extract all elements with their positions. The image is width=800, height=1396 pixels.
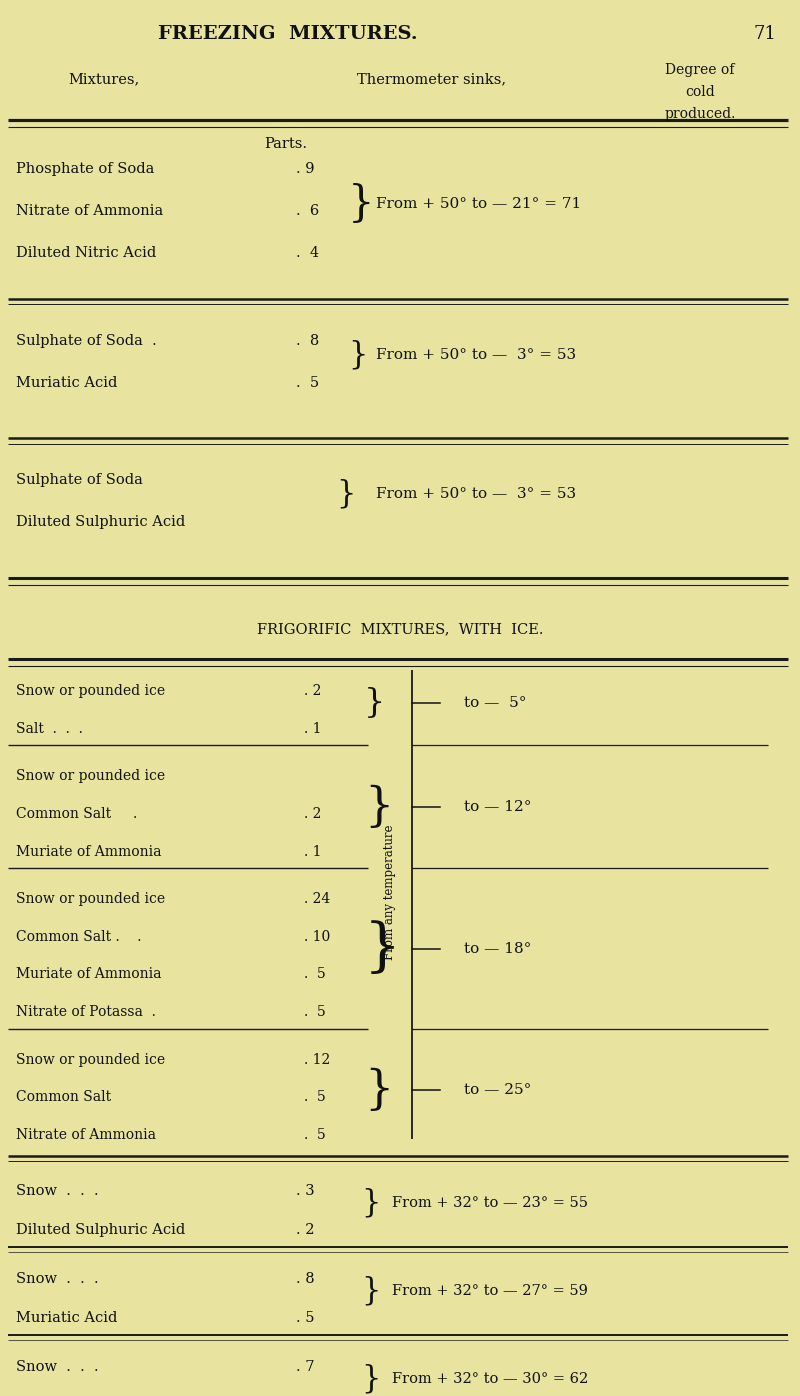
Text: Nitrate of Ammonia: Nitrate of Ammonia [16, 204, 163, 218]
Text: }: } [362, 1364, 381, 1395]
Text: }: } [364, 1068, 394, 1113]
Text: . 8: . 8 [296, 1272, 314, 1286]
Text: to — 18°: to — 18° [464, 941, 531, 956]
Text: Parts.: Parts. [264, 137, 307, 151]
Text: . 2: . 2 [304, 807, 322, 821]
Text: to — 12°: to — 12° [464, 800, 531, 814]
Text: Sulphate of Soda: Sulphate of Soda [16, 473, 143, 487]
Text: .  6: . 6 [296, 204, 319, 218]
Text: .  8: . 8 [296, 334, 319, 348]
Text: . 1: . 1 [304, 722, 322, 736]
Text: Muriate of Ammonia: Muriate of Ammonia [16, 845, 162, 859]
Text: to — 25°: to — 25° [464, 1083, 531, 1097]
Text: From + 50° to —  3° = 53: From + 50° to — 3° = 53 [376, 348, 576, 362]
Text: Mixtures,: Mixtures, [68, 73, 140, 87]
Text: Common Salt .    .: Common Salt . . [16, 930, 142, 944]
Text: }: } [364, 687, 386, 719]
Text: Snow or pounded ice: Snow or pounded ice [16, 892, 165, 906]
Text: .  5: . 5 [304, 1090, 326, 1104]
Text: .  5: . 5 [296, 376, 319, 389]
Text: Degree of: Degree of [666, 63, 734, 77]
Text: }: } [348, 183, 374, 225]
Text: .  5: . 5 [304, 1005, 326, 1019]
Text: From + 32° to — 30° = 62: From + 32° to — 30° = 62 [392, 1372, 588, 1386]
Text: Nitrate of Ammonia: Nitrate of Ammonia [16, 1128, 156, 1142]
Text: FREEZING  MIXTURES.: FREEZING MIXTURES. [158, 25, 418, 43]
Text: to —  5°: to — 5° [464, 695, 526, 711]
Text: Snow  .  .  .: Snow . . . [16, 1184, 98, 1198]
Text: FRIGORIFIC  MIXTURES,  WITH  ICE.: FRIGORIFIC MIXTURES, WITH ICE. [257, 623, 543, 637]
Text: . 5: . 5 [296, 1311, 314, 1325]
Text: From any temperature: From any temperature [383, 824, 396, 960]
Text: produced.: produced. [664, 107, 736, 121]
Text: . 9: . 9 [296, 162, 314, 176]
Text: Snow or pounded ice: Snow or pounded ice [16, 684, 165, 698]
Text: Phosphate of Soda: Phosphate of Soda [16, 162, 154, 176]
Text: .  4: . 4 [296, 246, 319, 260]
Text: From + 50° to — 21° = 71: From + 50° to — 21° = 71 [376, 197, 582, 211]
Text: Muriate of Ammonia: Muriate of Ammonia [16, 967, 162, 981]
Text: .  5: . 5 [304, 1128, 326, 1142]
Text: }: } [362, 1188, 381, 1219]
Text: From + 50° to —  3° = 53: From + 50° to — 3° = 53 [376, 487, 576, 501]
Text: . 2: . 2 [296, 1223, 314, 1237]
Text: . 10: . 10 [304, 930, 330, 944]
Text: Common Salt     .: Common Salt . [16, 807, 138, 821]
Text: Nitrate of Potassa  .: Nitrate of Potassa . [16, 1005, 156, 1019]
Text: }: } [362, 1276, 381, 1307]
Text: . 2: . 2 [304, 684, 322, 698]
Text: From + 32° to — 23° = 55: From + 32° to — 23° = 55 [392, 1196, 588, 1210]
Text: . 24: . 24 [304, 892, 330, 906]
Text: 71: 71 [753, 25, 776, 43]
Text: Thermometer sinks,: Thermometer sinks, [358, 73, 506, 87]
Text: Muriatic Acid: Muriatic Acid [16, 376, 118, 389]
Text: . 3: . 3 [296, 1184, 314, 1198]
Text: }: } [348, 339, 367, 370]
Text: . 7: . 7 [296, 1360, 314, 1374]
Text: cold: cold [685, 85, 715, 99]
Text: Common Salt: Common Salt [16, 1090, 111, 1104]
Text: Salt  .  .  .: Salt . . . [16, 722, 83, 736]
Text: Diluted Nitric Acid: Diluted Nitric Acid [16, 246, 156, 260]
Text: Snow  .  .  .: Snow . . . [16, 1360, 98, 1374]
Text: }: } [364, 920, 401, 977]
Text: }: } [364, 785, 394, 829]
Text: .  5: . 5 [304, 967, 326, 981]
Text: . 1: . 1 [304, 845, 322, 859]
Text: Diluted Sulphuric Acid: Diluted Sulphuric Acid [16, 515, 186, 529]
Text: Diluted Sulphuric Acid: Diluted Sulphuric Acid [16, 1223, 186, 1237]
Text: From + 32° to — 27° = 59: From + 32° to — 27° = 59 [392, 1284, 588, 1298]
Text: Muriatic Acid: Muriatic Acid [16, 1311, 118, 1325]
Text: Sulphate of Soda  .: Sulphate of Soda . [16, 334, 157, 348]
Text: }: } [336, 479, 355, 510]
Text: Snow  .  .  .: Snow . . . [16, 1272, 98, 1286]
Text: Snow or pounded ice: Snow or pounded ice [16, 1053, 165, 1067]
Text: Snow or pounded ice: Snow or pounded ice [16, 769, 165, 783]
Text: . 12: . 12 [304, 1053, 330, 1067]
